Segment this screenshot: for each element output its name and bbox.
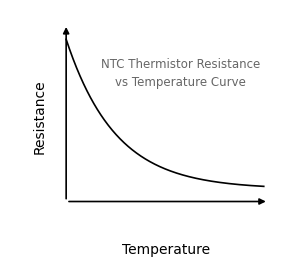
Text: Temperature: Temperature (122, 243, 210, 257)
Text: Resistance: Resistance (32, 80, 46, 155)
Text: NTC Thermistor Resistance
vs Temperature Curve: NTC Thermistor Resistance vs Temperature… (101, 58, 260, 89)
